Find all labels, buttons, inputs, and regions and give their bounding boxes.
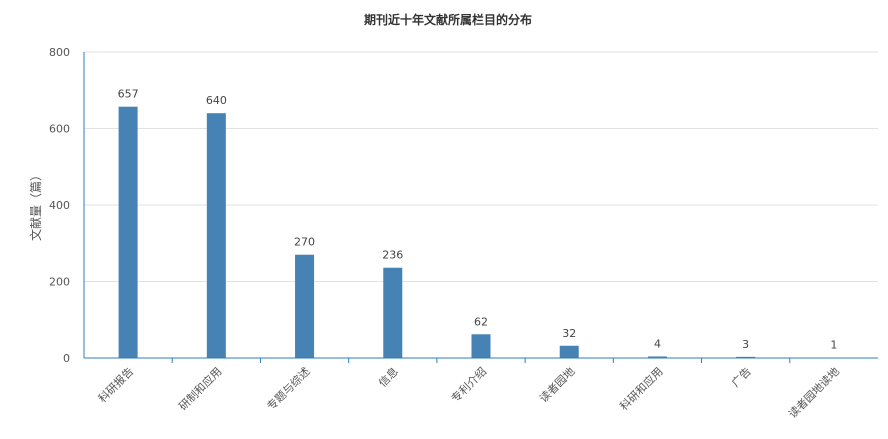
bar bbox=[471, 334, 491, 358]
data-label: 640 bbox=[206, 94, 227, 107]
y-tick-label: 800 bbox=[49, 46, 70, 59]
x-tick-label: 科研和应用 bbox=[617, 364, 666, 413]
x-tick-label: 广告 bbox=[729, 365, 754, 390]
data-label: 1 bbox=[830, 339, 837, 352]
x-tick-label: 信息 bbox=[375, 364, 400, 389]
data-label: 657 bbox=[118, 88, 139, 101]
bars bbox=[118, 106, 844, 358]
y-axis-title: 文献量（篇） bbox=[28, 169, 43, 241]
x-tick-label: 科研报告 bbox=[95, 364, 136, 405]
gridlines bbox=[84, 51, 878, 282]
bar bbox=[118, 106, 138, 358]
y-tick-label: 0 bbox=[63, 352, 70, 365]
y-tick-label: 400 bbox=[49, 199, 70, 212]
data-label: 236 bbox=[382, 249, 403, 262]
data-labels: 657 640 270 236 62 32 4 3 1 bbox=[118, 88, 838, 352]
y-axis-ticks: 0 200 400 600 800 bbox=[49, 46, 70, 365]
data-label: 62 bbox=[474, 315, 488, 328]
x-tick-label: 专题与综述 bbox=[264, 364, 313, 413]
bar bbox=[647, 356, 667, 358]
x-tick-label: 研制和应用 bbox=[176, 364, 225, 413]
data-label: 270 bbox=[294, 236, 315, 249]
bar bbox=[736, 356, 756, 358]
x-axis-ticks: 科研报告 研制和应用 专题与综述 信息 专利介绍 读者园地 科研和应用 广告 读者园地读地 bbox=[95, 358, 842, 421]
x-tick-label: 专利介绍 bbox=[448, 364, 489, 405]
data-label: 3 bbox=[742, 338, 749, 351]
x-tick-label: 读者园地 bbox=[536, 364, 577, 405]
data-label: 4 bbox=[654, 337, 661, 350]
bar bbox=[559, 345, 579, 358]
x-tick-label: 读者园地读地 bbox=[785, 364, 842, 421]
bar bbox=[295, 254, 315, 358]
y-tick-label: 200 bbox=[49, 276, 70, 289]
chart-title: 期刊近十年文献所属栏目的分布 bbox=[364, 12, 532, 27]
bar bbox=[206, 113, 226, 358]
y-tick-label: 600 bbox=[49, 123, 70, 136]
data-label: 32 bbox=[562, 327, 576, 340]
bar bbox=[383, 267, 403, 358]
